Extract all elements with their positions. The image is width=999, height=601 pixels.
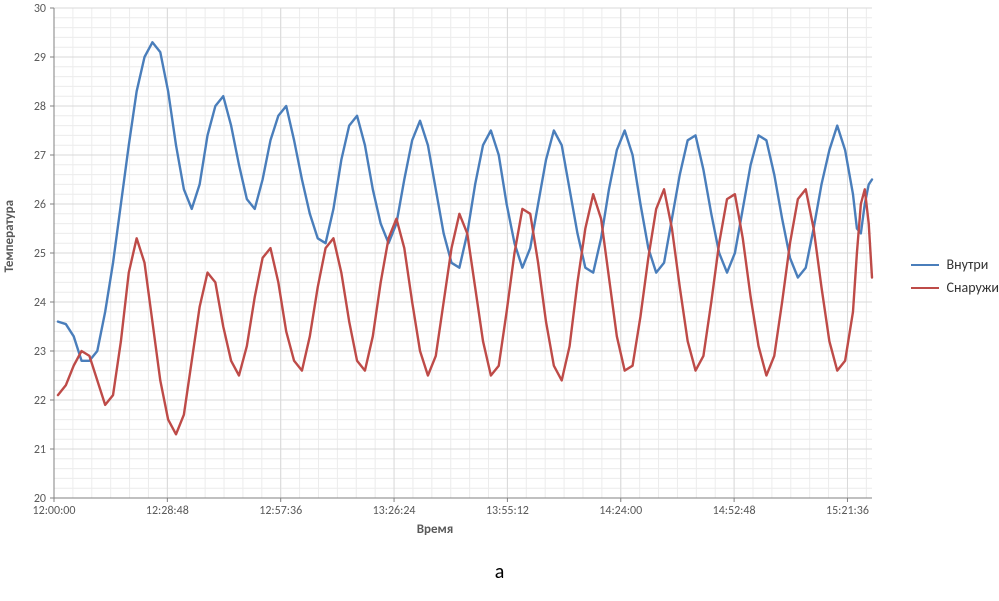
- y-tick-label: 22: [34, 394, 46, 408]
- y-axis-title: Температура: [2, 200, 17, 273]
- legend-item-inside: Внутри: [911, 256, 999, 273]
- x-tick-label: 13:55:12: [486, 504, 529, 518]
- legend-item-outside: Снаружи: [911, 279, 999, 296]
- y-tick-label: 24: [34, 296, 46, 310]
- legend-label-outside: Снаружи: [947, 279, 999, 296]
- legend-swatch-outside: [911, 287, 939, 289]
- y-tick-label: 27: [34, 149, 46, 163]
- temperature-line-chart: 202122232425262728293012:00:0012:28:4812…: [0, 0, 999, 560]
- y-tick-label: 21: [34, 443, 46, 457]
- x-tick-label: 13:26:24: [373, 504, 416, 518]
- legend: Внутри Снаружи: [911, 250, 999, 302]
- x-tick-label: 14:52:48: [713, 504, 756, 518]
- subfigure-caption: а: [0, 560, 999, 584]
- x-axis-title: Время: [0, 522, 870, 537]
- x-tick-label: 12:28:48: [146, 504, 189, 518]
- y-tick-label: 30: [34, 2, 46, 16]
- x-tick-label: 12:57:36: [259, 504, 302, 518]
- y-tick-label: 26: [34, 198, 46, 212]
- x-tick-label: 14:24:00: [599, 504, 642, 518]
- x-tick-label: 15:21:36: [826, 504, 869, 518]
- y-tick-label: 23: [34, 345, 46, 359]
- y-tick-label: 25: [34, 247, 46, 261]
- y-tick-label: 28: [34, 100, 46, 114]
- legend-label-inside: Внутри: [947, 256, 989, 273]
- legend-swatch-inside: [911, 264, 939, 266]
- y-tick-label: 29: [34, 51, 46, 65]
- x-tick-label: 12:00:00: [33, 504, 76, 518]
